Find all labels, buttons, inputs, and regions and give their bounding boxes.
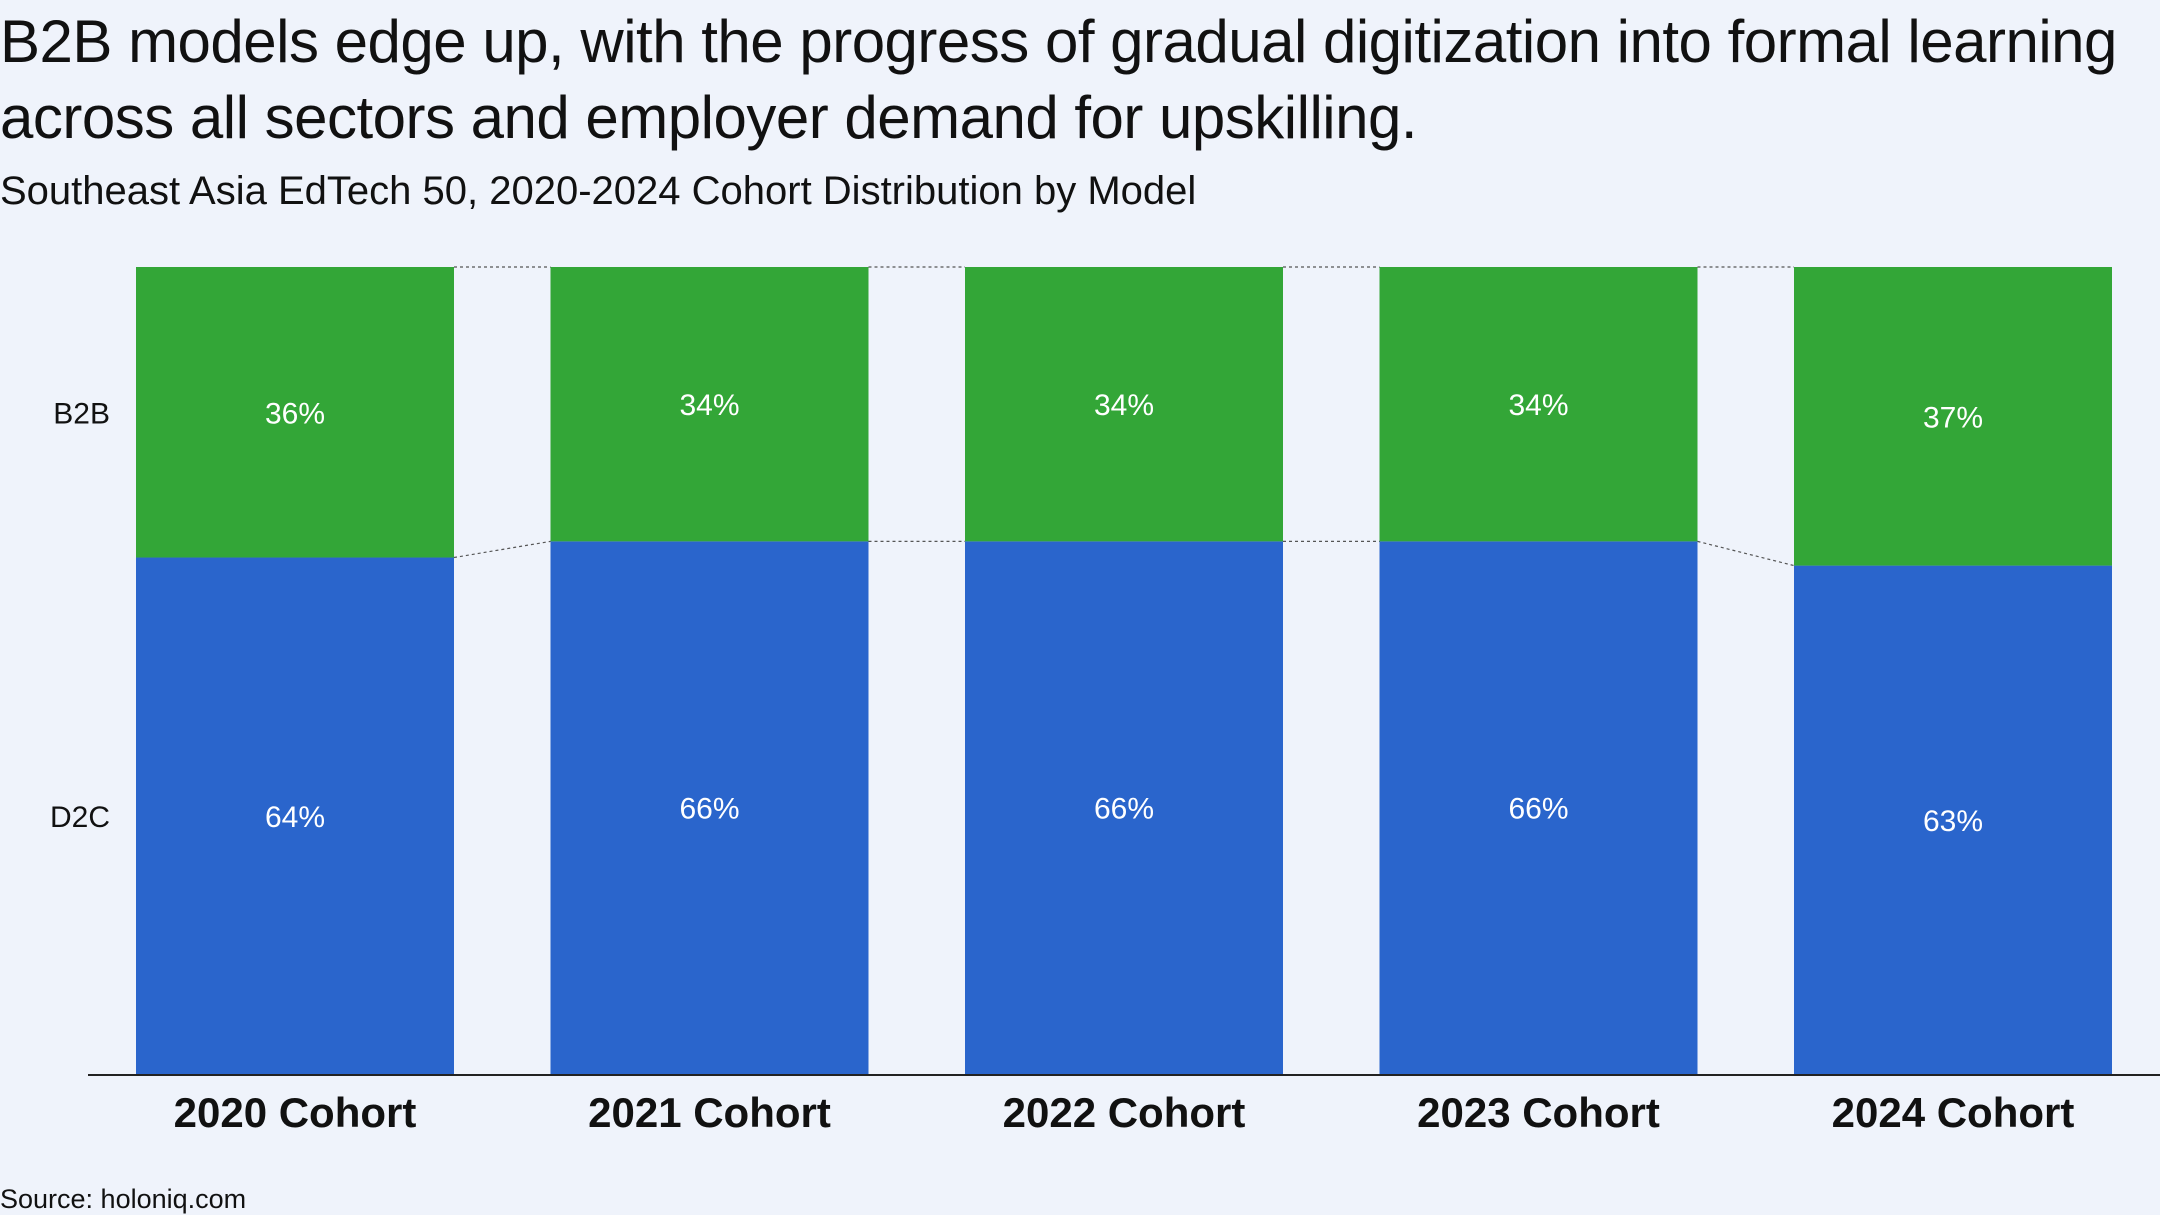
x-tick-label: 2021 Cohort (588, 1089, 831, 1136)
row-label-b2b: B2B (53, 397, 110, 430)
bar-segment-d2c (1379, 541, 1698, 1074)
bar-segment-b2b (1379, 267, 1698, 542)
data-label-d2c: 66% (1508, 793, 1568, 826)
bar-segment-d2c (136, 557, 454, 1074)
chart-title: B2B models edge up, with the progress of… (0, 8, 2117, 151)
connector-line-split (453, 540, 551, 559)
bar-segment-b2b (550, 267, 869, 542)
source-note: Source: holoniq.com (0, 1184, 247, 1214)
data-label-d2c: 66% (679, 793, 739, 826)
data-label-b2b: 34% (1508, 389, 1568, 422)
connector-line-split (1697, 540, 1795, 567)
bar-segment-d2c (550, 541, 869, 1074)
x-tick-label: 2024 Cohort (1832, 1089, 2075, 1136)
data-label-b2b: 34% (1094, 389, 1154, 422)
data-label-b2b: 37% (1923, 401, 1983, 434)
chart-subtitle: Southeast Asia EdTech 50, 2020-2024 Coho… (0, 169, 1197, 213)
bar-segment-d2c (1794, 565, 2112, 1074)
x-tick-label: 2023 Cohort (1417, 1089, 1660, 1136)
data-label-b2b: 34% (679, 389, 739, 422)
bar-segment-b2b (965, 267, 1283, 542)
bar-segment-b2b (1794, 267, 2112, 566)
bar-segment-b2b (136, 267, 454, 558)
x-tick-label: 2020 Cohort (174, 1089, 417, 1136)
bar-segment-d2c (965, 541, 1283, 1074)
data-label-d2c: 63% (1923, 805, 1983, 838)
data-label-d2c: 66% (1094, 793, 1154, 826)
data-label-d2c: 64% (265, 801, 325, 834)
data-label-b2b: 36% (265, 397, 325, 430)
x-tick-label: 2022 Cohort (1003, 1089, 1246, 1136)
row-label-d2c: D2C (50, 801, 110, 834)
